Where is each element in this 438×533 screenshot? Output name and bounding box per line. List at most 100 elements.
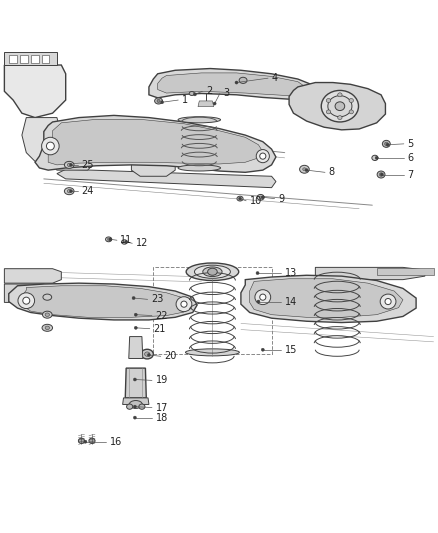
Ellipse shape	[106, 237, 112, 242]
Polygon shape	[4, 269, 61, 283]
Polygon shape	[9, 283, 197, 320]
Polygon shape	[131, 158, 175, 176]
Ellipse shape	[255, 290, 271, 304]
Ellipse shape	[69, 190, 73, 193]
Ellipse shape	[213, 102, 216, 105]
Ellipse shape	[45, 313, 49, 317]
Ellipse shape	[237, 196, 243, 201]
Text: 18: 18	[155, 413, 168, 423]
Text: 15: 15	[285, 345, 297, 355]
Ellipse shape	[235, 81, 238, 84]
Polygon shape	[123, 398, 149, 405]
Polygon shape	[4, 284, 53, 302]
Ellipse shape	[186, 349, 239, 356]
Ellipse shape	[124, 240, 128, 244]
Ellipse shape	[379, 173, 383, 176]
Polygon shape	[35, 115, 276, 172]
Ellipse shape	[69, 163, 73, 166]
Text: 8: 8	[328, 167, 335, 177]
Ellipse shape	[349, 99, 353, 102]
Bar	[31, 55, 39, 63]
Ellipse shape	[132, 296, 135, 300]
Ellipse shape	[194, 93, 196, 96]
Ellipse shape	[147, 353, 151, 357]
Ellipse shape	[326, 99, 331, 102]
Text: 20: 20	[164, 351, 177, 361]
Text: 17: 17	[155, 402, 168, 413]
Ellipse shape	[372, 155, 378, 160]
Polygon shape	[125, 368, 146, 398]
Ellipse shape	[145, 352, 150, 356]
Polygon shape	[57, 169, 276, 188]
Ellipse shape	[139, 404, 145, 409]
Text: 7: 7	[407, 169, 413, 180]
Polygon shape	[289, 83, 385, 130]
Ellipse shape	[134, 313, 137, 316]
Ellipse shape	[326, 110, 331, 114]
Polygon shape	[129, 336, 143, 359]
Ellipse shape	[141, 349, 153, 359]
Text: 14: 14	[285, 296, 297, 306]
Text: 10: 10	[250, 196, 262, 206]
Ellipse shape	[256, 150, 269, 163]
Bar	[42, 55, 49, 63]
Ellipse shape	[133, 405, 136, 408]
Ellipse shape	[261, 348, 265, 351]
Ellipse shape	[181, 301, 187, 307]
Ellipse shape	[84, 440, 87, 443]
Ellipse shape	[194, 265, 230, 278]
Text: 9: 9	[278, 193, 284, 204]
Polygon shape	[149, 69, 315, 99]
Ellipse shape	[203, 267, 222, 277]
Ellipse shape	[78, 438, 85, 443]
Ellipse shape	[42, 324, 53, 332]
Ellipse shape	[107, 238, 110, 241]
Ellipse shape	[46, 142, 54, 150]
Text: 12: 12	[136, 238, 148, 248]
Ellipse shape	[380, 294, 396, 309]
Ellipse shape	[121, 240, 127, 244]
Ellipse shape	[160, 101, 163, 104]
Ellipse shape	[256, 271, 259, 274]
Text: 6: 6	[407, 153, 413, 163]
Text: 11: 11	[120, 235, 133, 245]
Text: 23: 23	[151, 294, 163, 304]
Ellipse shape	[375, 156, 378, 159]
Ellipse shape	[257, 195, 264, 200]
Polygon shape	[4, 65, 66, 118]
Ellipse shape	[338, 116, 342, 119]
Polygon shape	[158, 73, 307, 96]
Ellipse shape	[178, 117, 221, 123]
Ellipse shape	[208, 268, 217, 275]
Ellipse shape	[239, 197, 242, 200]
Ellipse shape	[127, 404, 133, 409]
Ellipse shape	[305, 168, 308, 172]
Polygon shape	[22, 118, 61, 161]
Ellipse shape	[303, 168, 306, 171]
Bar	[9, 55, 17, 63]
Ellipse shape	[43, 294, 52, 300]
Ellipse shape	[42, 138, 59, 155]
Ellipse shape	[64, 188, 74, 195]
Ellipse shape	[349, 110, 353, 114]
Ellipse shape	[18, 293, 35, 309]
Bar	[20, 55, 28, 63]
Text: 5: 5	[407, 139, 413, 149]
Polygon shape	[250, 279, 403, 317]
Ellipse shape	[89, 438, 95, 443]
Text: 16: 16	[110, 437, 122, 447]
Polygon shape	[4, 52, 57, 65]
Ellipse shape	[157, 99, 160, 102]
Text: 24: 24	[81, 186, 93, 196]
Ellipse shape	[386, 143, 389, 146]
Ellipse shape	[186, 263, 239, 280]
Ellipse shape	[385, 298, 391, 304]
Ellipse shape	[300, 165, 309, 173]
Ellipse shape	[321, 91, 358, 122]
Ellipse shape	[382, 140, 390, 147]
Ellipse shape	[133, 378, 136, 381]
Ellipse shape	[261, 196, 265, 199]
Ellipse shape	[109, 238, 112, 241]
Ellipse shape	[259, 196, 262, 199]
Ellipse shape	[328, 96, 352, 117]
